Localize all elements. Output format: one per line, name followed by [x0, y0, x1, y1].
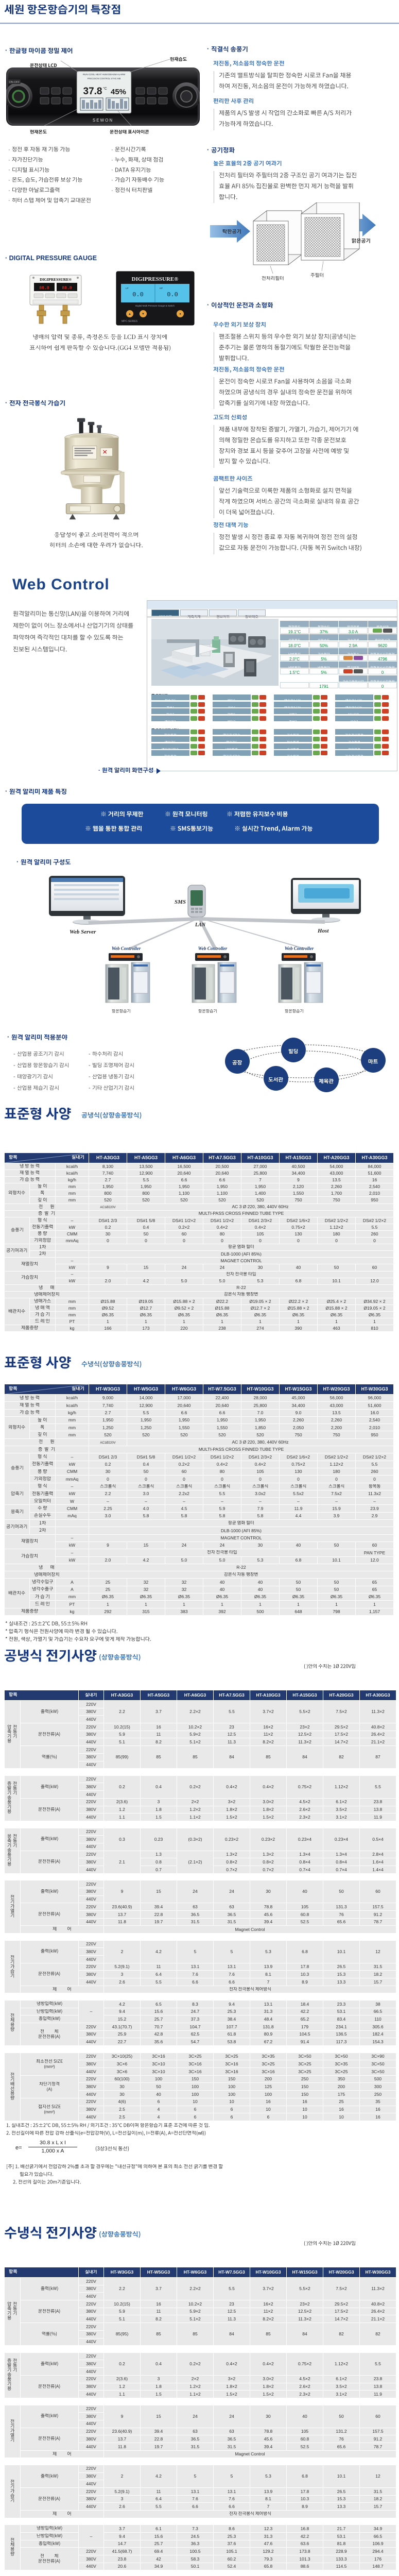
- svg-text:MPC-SERIES: MPC-SERIES: [122, 320, 138, 323]
- svg-text:Web Controller: Web Controller: [198, 946, 228, 951]
- svg-text:Web Controller: Web Controller: [112, 946, 141, 951]
- svg-text:Host: Host: [317, 928, 329, 934]
- svg-text:37.8: 37.8: [83, 86, 102, 97]
- svg-text:°C: °C: [103, 87, 107, 91]
- svg-text:Digital Multi Pressure Gauge &: Digital Multi Pressure Gauge & Switch: [135, 304, 175, 307]
- svg-text:ON-OFF: ON-OFF: [9, 81, 20, 84]
- svg-text:▲: ▲: [128, 313, 131, 316]
- svg-text:HP: HP: [160, 287, 163, 290]
- svg-text:88.8: 88.8: [62, 286, 72, 291]
- svg-text:DIGIPRESSURE®: DIGIPRESSURE®: [40, 277, 72, 282]
- svg-text:RUN COOL HEAT HUM DEHUM AL: RUN COOL HEAT HUM DEHUM ALARM: [83, 73, 125, 76]
- svg-text:Web Server: Web Server: [70, 929, 96, 935]
- svg-text:DIGIPRESSURE®: DIGIPRESSURE®: [132, 276, 179, 282]
- svg-text:LAN: LAN: [195, 922, 206, 928]
- svg-text:45%: 45%: [111, 88, 126, 96]
- svg-text:SMS: SMS: [175, 899, 186, 905]
- svg-text:0.0: 0.0: [167, 291, 178, 298]
- svg-text:PRECISION CONTROL STHC-MB: PRECISION CONTROL STHC-MB: [88, 77, 121, 80]
- svg-text:SEWON: SEWON: [93, 118, 113, 123]
- svg-text:LP: LP: [126, 287, 129, 290]
- svg-text:88.8: 88.8: [39, 286, 49, 291]
- svg-text:●: ●: [179, 313, 181, 316]
- svg-text:▼: ▼: [142, 313, 145, 316]
- svg-text:0.0: 0.0: [132, 291, 144, 298]
- svg-text:Web Controller: Web Controller: [285, 946, 314, 951]
